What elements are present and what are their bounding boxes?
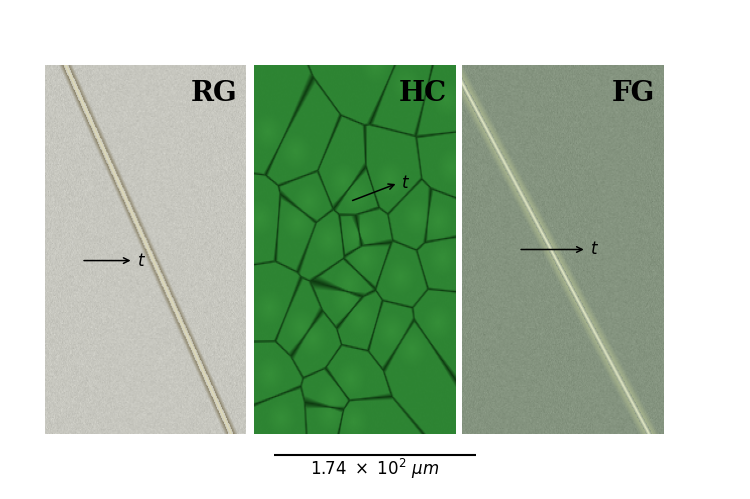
Text: FG: FG — [611, 80, 655, 107]
Text: t: t — [402, 174, 409, 192]
Text: RG: RG — [191, 80, 238, 107]
Text: $1.74\ \times\ 10^{2}\ \mu m$: $1.74\ \times\ 10^{2}\ \mu m$ — [310, 457, 440, 481]
Text: HC: HC — [398, 80, 446, 107]
Text: t: t — [137, 251, 144, 269]
Text: t: t — [591, 241, 597, 258]
